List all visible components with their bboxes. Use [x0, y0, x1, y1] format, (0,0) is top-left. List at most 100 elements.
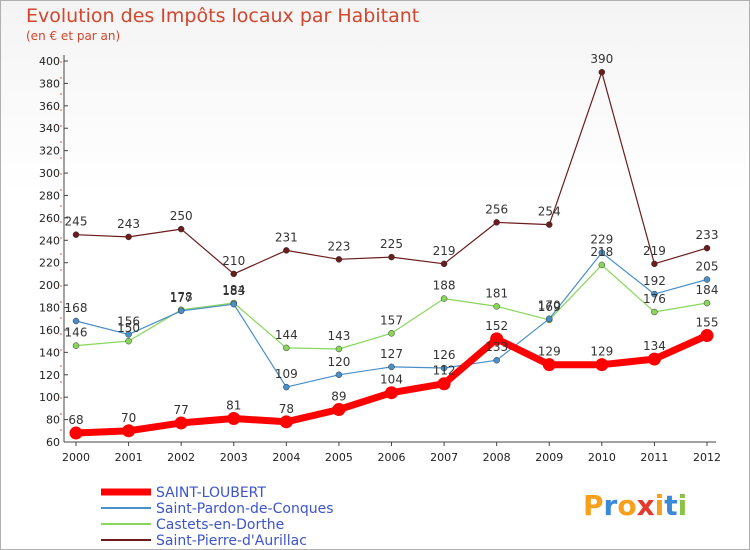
x-tick-label: 2000 [62, 451, 90, 464]
data-point [700, 329, 714, 343]
data-label: 223 [327, 239, 350, 253]
data-label: 156 [117, 314, 140, 328]
legend-label: Saint-Pardon-de-Conques [156, 501, 333, 517]
data-label: 219 [433, 244, 456, 258]
data-label: 243 [117, 217, 140, 231]
data-point [651, 290, 658, 298]
logo-letter: x [636, 489, 655, 522]
data-point [174, 416, 188, 430]
x-tick-label: 2001 [115, 451, 143, 464]
data-label: 109 [275, 367, 298, 381]
x-tick-label: 2002 [167, 451, 195, 464]
data-point [490, 332, 504, 346]
y-tick-label: 60 [46, 436, 60, 449]
data-point [335, 371, 343, 379]
data-label: 219 [643, 244, 666, 258]
data-point [230, 270, 237, 278]
y-tick-label: 200 [39, 279, 60, 292]
data-point [647, 352, 661, 366]
data-label: 89 [331, 390, 346, 404]
data-label: 192 [643, 274, 666, 288]
data-label: 181 [485, 286, 508, 300]
data-point [703, 244, 711, 252]
data-point [440, 364, 448, 372]
data-point [651, 260, 658, 268]
data-label: 184 [222, 283, 245, 297]
data-label: 120 [327, 355, 350, 369]
y-tick-label: 380 [39, 77, 60, 90]
data-point [598, 68, 606, 76]
data-label: 176 [643, 292, 666, 306]
data-point [332, 403, 346, 417]
data-label: 152 [485, 319, 508, 333]
data-point [493, 303, 500, 310]
data-label: 157 [380, 313, 403, 327]
data-label: 77 [174, 403, 189, 417]
x-tick-label: 2010 [588, 451, 616, 464]
data-label: 390 [590, 52, 613, 66]
data-label: 150 [117, 321, 140, 335]
data-point [388, 363, 395, 371]
data-point [125, 233, 132, 241]
proxiti-logo: Proxiti [583, 489, 687, 522]
logo-letter: t [664, 489, 678, 522]
data-label: 134 [643, 339, 666, 353]
data-point [125, 331, 132, 338]
data-point [283, 344, 290, 352]
logo-text: Proxiti [583, 489, 687, 522]
data-point [177, 225, 185, 233]
data-label: 188 [433, 279, 456, 293]
data-point [122, 424, 136, 438]
chart-title: Evolution des Impôts locaux par Habitant [26, 5, 420, 27]
data-point [69, 426, 83, 440]
data-point [227, 411, 241, 425]
x-tick-label: 2004 [272, 451, 300, 464]
y-tick-label: 80 [46, 414, 60, 427]
data-point [230, 300, 237, 308]
data-label: 81 [226, 398, 241, 412]
x-tick-label: 2012 [693, 451, 721, 464]
y-tick-label: 160 [39, 324, 60, 337]
data-label: 256 [485, 202, 508, 216]
data-point [437, 377, 451, 391]
data-point [598, 249, 606, 256]
data-label: 183 [222, 284, 245, 298]
data-label: 233 [696, 228, 719, 242]
data-point [595, 358, 609, 372]
data-point [546, 315, 553, 322]
data-point [283, 247, 290, 254]
data-label: 170 [538, 299, 561, 313]
data-label: 245 [65, 215, 88, 229]
x-tick-label: 2011 [640, 451, 668, 464]
y-tick-label: 300 [39, 167, 60, 180]
data-label: 218 [590, 245, 613, 259]
data-label: 104 [380, 373, 403, 387]
data-point [125, 337, 132, 345]
data-point [542, 358, 556, 372]
data-label: 129 [590, 345, 613, 359]
data-label: 112 [433, 364, 456, 378]
data-point [440, 260, 448, 268]
y-tick-label: 320 [39, 145, 60, 158]
data-label: 78 [279, 402, 294, 416]
y-tick-label: 340 [39, 122, 60, 135]
data-point [598, 261, 606, 269]
y-tick-label: 140 [39, 346, 60, 359]
data-point [335, 256, 343, 263]
x-tick-label: 2008 [483, 451, 511, 464]
data-label: 168 [65, 301, 88, 315]
data-point [72, 231, 80, 238]
data-label: 229 [590, 233, 613, 247]
logo-letter: r [603, 489, 618, 522]
chart-subtitle: (en € et par an) [26, 29, 121, 43]
logo-letter: o [617, 489, 637, 522]
data-label: 205 [696, 260, 719, 274]
data-point [385, 386, 398, 400]
data-point [335, 345, 343, 353]
data-point [651, 308, 658, 316]
data-label: 127 [380, 347, 403, 361]
data-label: 144 [275, 328, 298, 342]
data-point [703, 276, 711, 283]
x-tick-label: 2007 [430, 451, 458, 464]
